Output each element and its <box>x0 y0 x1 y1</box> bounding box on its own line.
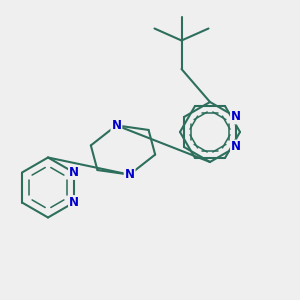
Text: N: N <box>231 110 241 124</box>
Text: N: N <box>124 168 135 181</box>
Text: N: N <box>111 119 122 132</box>
Text: N: N <box>69 166 79 179</box>
Text: N: N <box>69 196 79 209</box>
Text: N: N <box>231 140 241 154</box>
